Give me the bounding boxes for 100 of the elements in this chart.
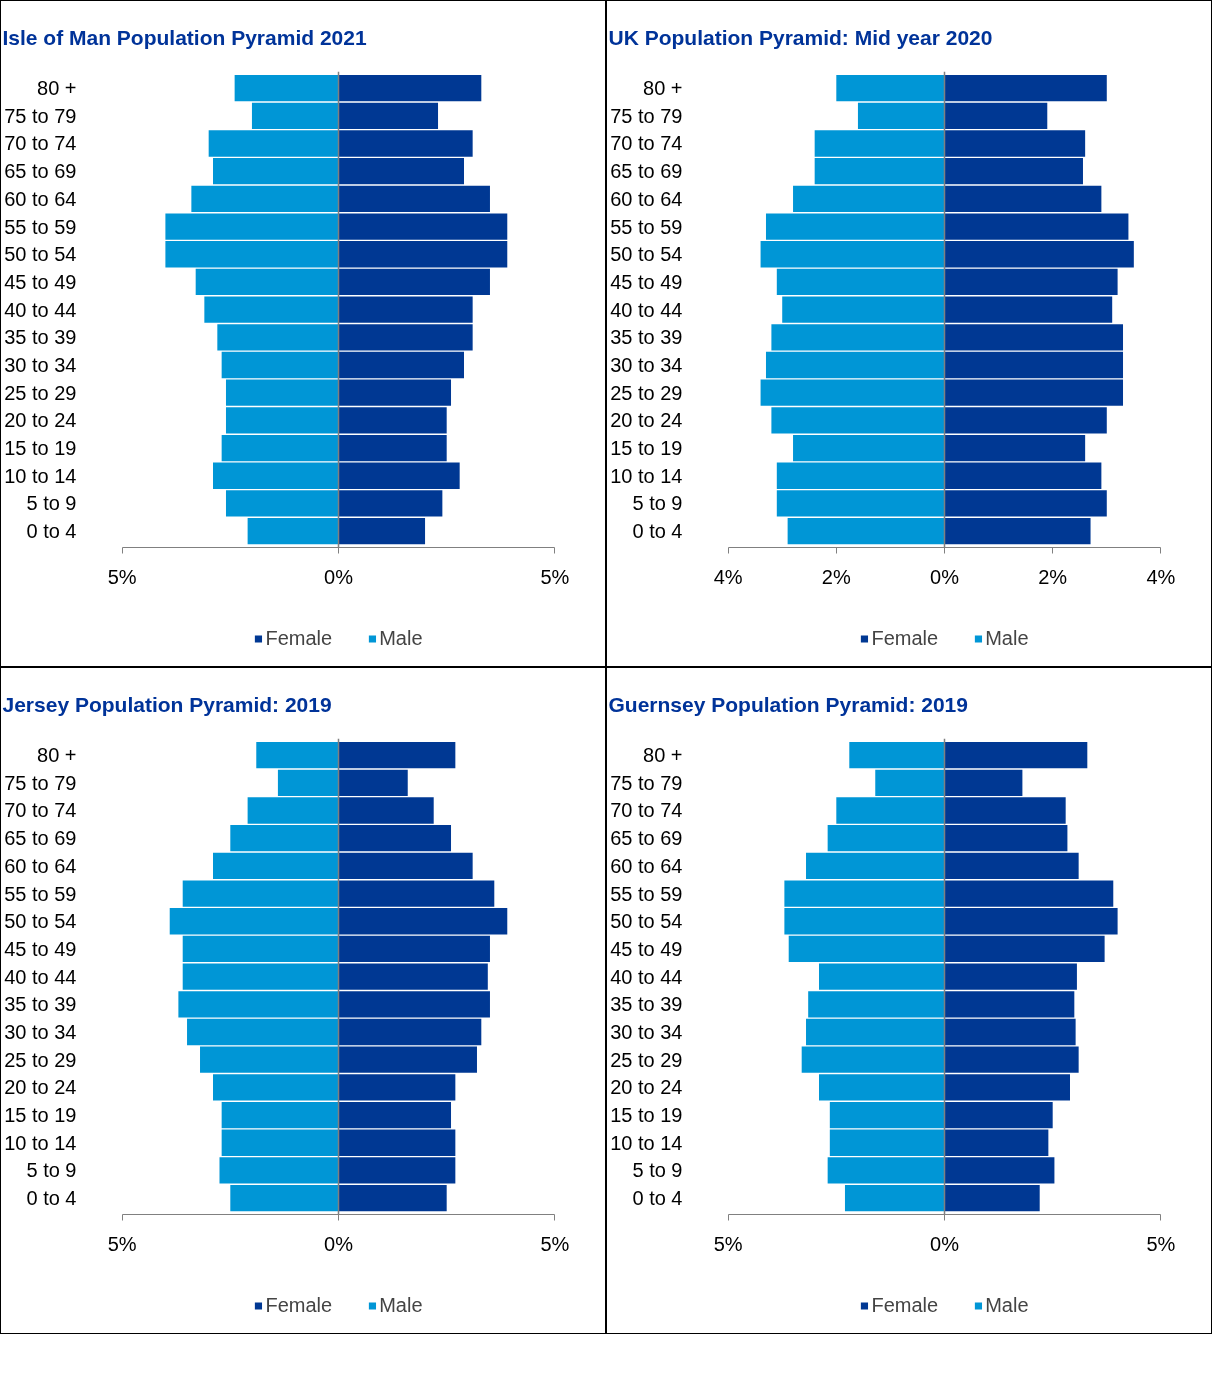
x-tick-label: 2%	[821, 565, 851, 588]
x-tick-label: 0%	[324, 1232, 354, 1255]
y-tick-label: 50 to 54	[4, 910, 77, 933]
y-tick-label: 30 to 34	[610, 1021, 683, 1043]
y-tick-label: 75 to 79	[4, 771, 77, 794]
y-tick-label: 45 to 49	[4, 270, 77, 293]
y-tick-label: 70 to 74	[4, 799, 77, 822]
y-tick-label: 75 to 79	[610, 771, 683, 794]
y-tick-label: 55 to 59	[610, 215, 683, 238]
legend-label: Female	[871, 1294, 939, 1317]
chart-title: Isle of Man Population Pyramid 2021	[2, 26, 367, 49]
x-tick-label: 4%	[713, 565, 743, 588]
y-tick-label: 60 to 64	[610, 187, 683, 210]
y-tick-label: 55 to 59	[4, 882, 77, 905]
y-tick-label: 30 to 34	[4, 1021, 77, 1043]
y-tick-label: 45 to 49	[610, 270, 683, 293]
x-tick-label: 5%	[107, 565, 137, 588]
y-tick-label: 25 to 29	[4, 1048, 77, 1071]
chart-title: Guernsey Population Pyramid: 2019	[608, 693, 968, 716]
bar	[836, 74, 945, 102]
y-tick-label: 65 to 69	[4, 827, 77, 850]
bar	[765, 351, 945, 379]
y-tick-label: 80 +	[643, 744, 683, 767]
y-tick-label: 60 to 64	[4, 854, 77, 877]
y-tick-label: 0 to 4	[26, 520, 77, 543]
chart-title: UK Population Pyramid: Mid year 2020	[608, 26, 993, 49]
y-tick-label: 5 to 9	[632, 492, 683, 515]
legend-label: Female	[871, 627, 939, 650]
legend-label: Male	[379, 627, 423, 650]
y-tick-label: 70 to 74	[4, 132, 77, 155]
bar	[256, 741, 339, 769]
legend-label: Male	[985, 627, 1029, 650]
bar	[338, 351, 464, 379]
y-tick-label: 45 to 49	[4, 937, 77, 960]
y-tick-label: 40 to 44	[610, 965, 683, 988]
legend-label: Female	[265, 627, 333, 650]
y-tick-label: 15 to 19	[610, 437, 683, 460]
y-tick-label: 40 to 44	[4, 965, 77, 988]
bar	[234, 74, 339, 102]
bar	[806, 1018, 945, 1046]
y-tick-label: 35 to 39	[4, 326, 77, 349]
bar	[944, 741, 1088, 769]
y-tick-label: 15 to 19	[4, 437, 77, 460]
y-tick-label: 50 to 54	[610, 910, 683, 933]
y-tick-label: 45 to 49	[610, 937, 683, 960]
bar	[338, 741, 456, 769]
y-tick-label: 15 to 19	[610, 1104, 683, 1127]
chart-title: Jersey Population Pyramid: 2019	[2, 693, 332, 716]
y-tick-label: 60 to 64	[610, 854, 683, 877]
bar	[338, 74, 482, 102]
y-tick-label: 10 to 14	[610, 464, 683, 487]
x-tick-label: 5%	[107, 1232, 137, 1255]
bar	[944, 351, 1124, 379]
y-tick-label: 20 to 24	[610, 409, 683, 432]
x-tick-label: 0%	[930, 565, 960, 588]
y-tick-label: 65 to 69	[610, 827, 683, 850]
x-tick-label: 5%	[1146, 1232, 1176, 1255]
y-tick-label: 70 to 74	[610, 132, 683, 155]
legend-label: Male	[985, 1294, 1029, 1317]
y-tick-label: 55 to 59	[4, 215, 77, 238]
x-tick-label: 5%	[540, 565, 570, 588]
y-tick-label: 50 to 54	[610, 243, 683, 266]
y-tick-label: 60 to 64	[4, 187, 77, 210]
y-tick-label: 30 to 34	[4, 354, 77, 376]
bar	[944, 1018, 1076, 1046]
y-tick-label: 5 to 9	[632, 1159, 683, 1182]
y-tick-label: 0 to 4	[632, 1187, 683, 1210]
y-tick-label: 5 to 9	[26, 1159, 77, 1182]
y-tick-label: 40 to 44	[4, 298, 77, 321]
y-tick-label: 15 to 19	[4, 1104, 77, 1127]
x-tick-label: 2%	[1038, 565, 1068, 588]
x-tick-label: 5%	[713, 1232, 743, 1255]
y-tick-label: 30 to 34	[610, 354, 683, 376]
y-tick-label: 75 to 79	[4, 104, 77, 127]
bar	[338, 1018, 482, 1046]
y-tick-label: 20 to 24	[4, 1076, 77, 1099]
x-tick-label: 0%	[324, 565, 354, 588]
y-tick-label: 10 to 14	[4, 1131, 77, 1154]
y-tick-label: 25 to 29	[610, 381, 683, 404]
legend-label: Female	[265, 1294, 333, 1317]
y-tick-label: 10 to 14	[4, 464, 77, 487]
x-tick-label: 0%	[930, 1232, 960, 1255]
y-tick-label: 75 to 79	[610, 104, 683, 127]
bar	[187, 1018, 339, 1046]
y-tick-label: 0 to 4	[26, 1187, 77, 1210]
y-tick-label: 5 to 9	[26, 492, 77, 515]
y-tick-label: 65 to 69	[4, 160, 77, 183]
bar	[944, 74, 1107, 102]
y-tick-label: 0 to 4	[632, 520, 683, 543]
bar	[849, 741, 945, 769]
y-tick-label: 50 to 54	[4, 243, 77, 266]
y-tick-label: 20 to 24	[4, 409, 77, 432]
y-tick-label: 25 to 29	[610, 1048, 683, 1071]
y-tick-label: 80 +	[643, 77, 683, 100]
y-tick-label: 40 to 44	[610, 298, 683, 321]
bar	[221, 351, 339, 379]
y-tick-label: 70 to 74	[610, 799, 683, 822]
y-tick-label: 80 +	[37, 77, 77, 100]
x-tick-label: 5%	[540, 1232, 570, 1255]
y-tick-label: 65 to 69	[610, 160, 683, 183]
